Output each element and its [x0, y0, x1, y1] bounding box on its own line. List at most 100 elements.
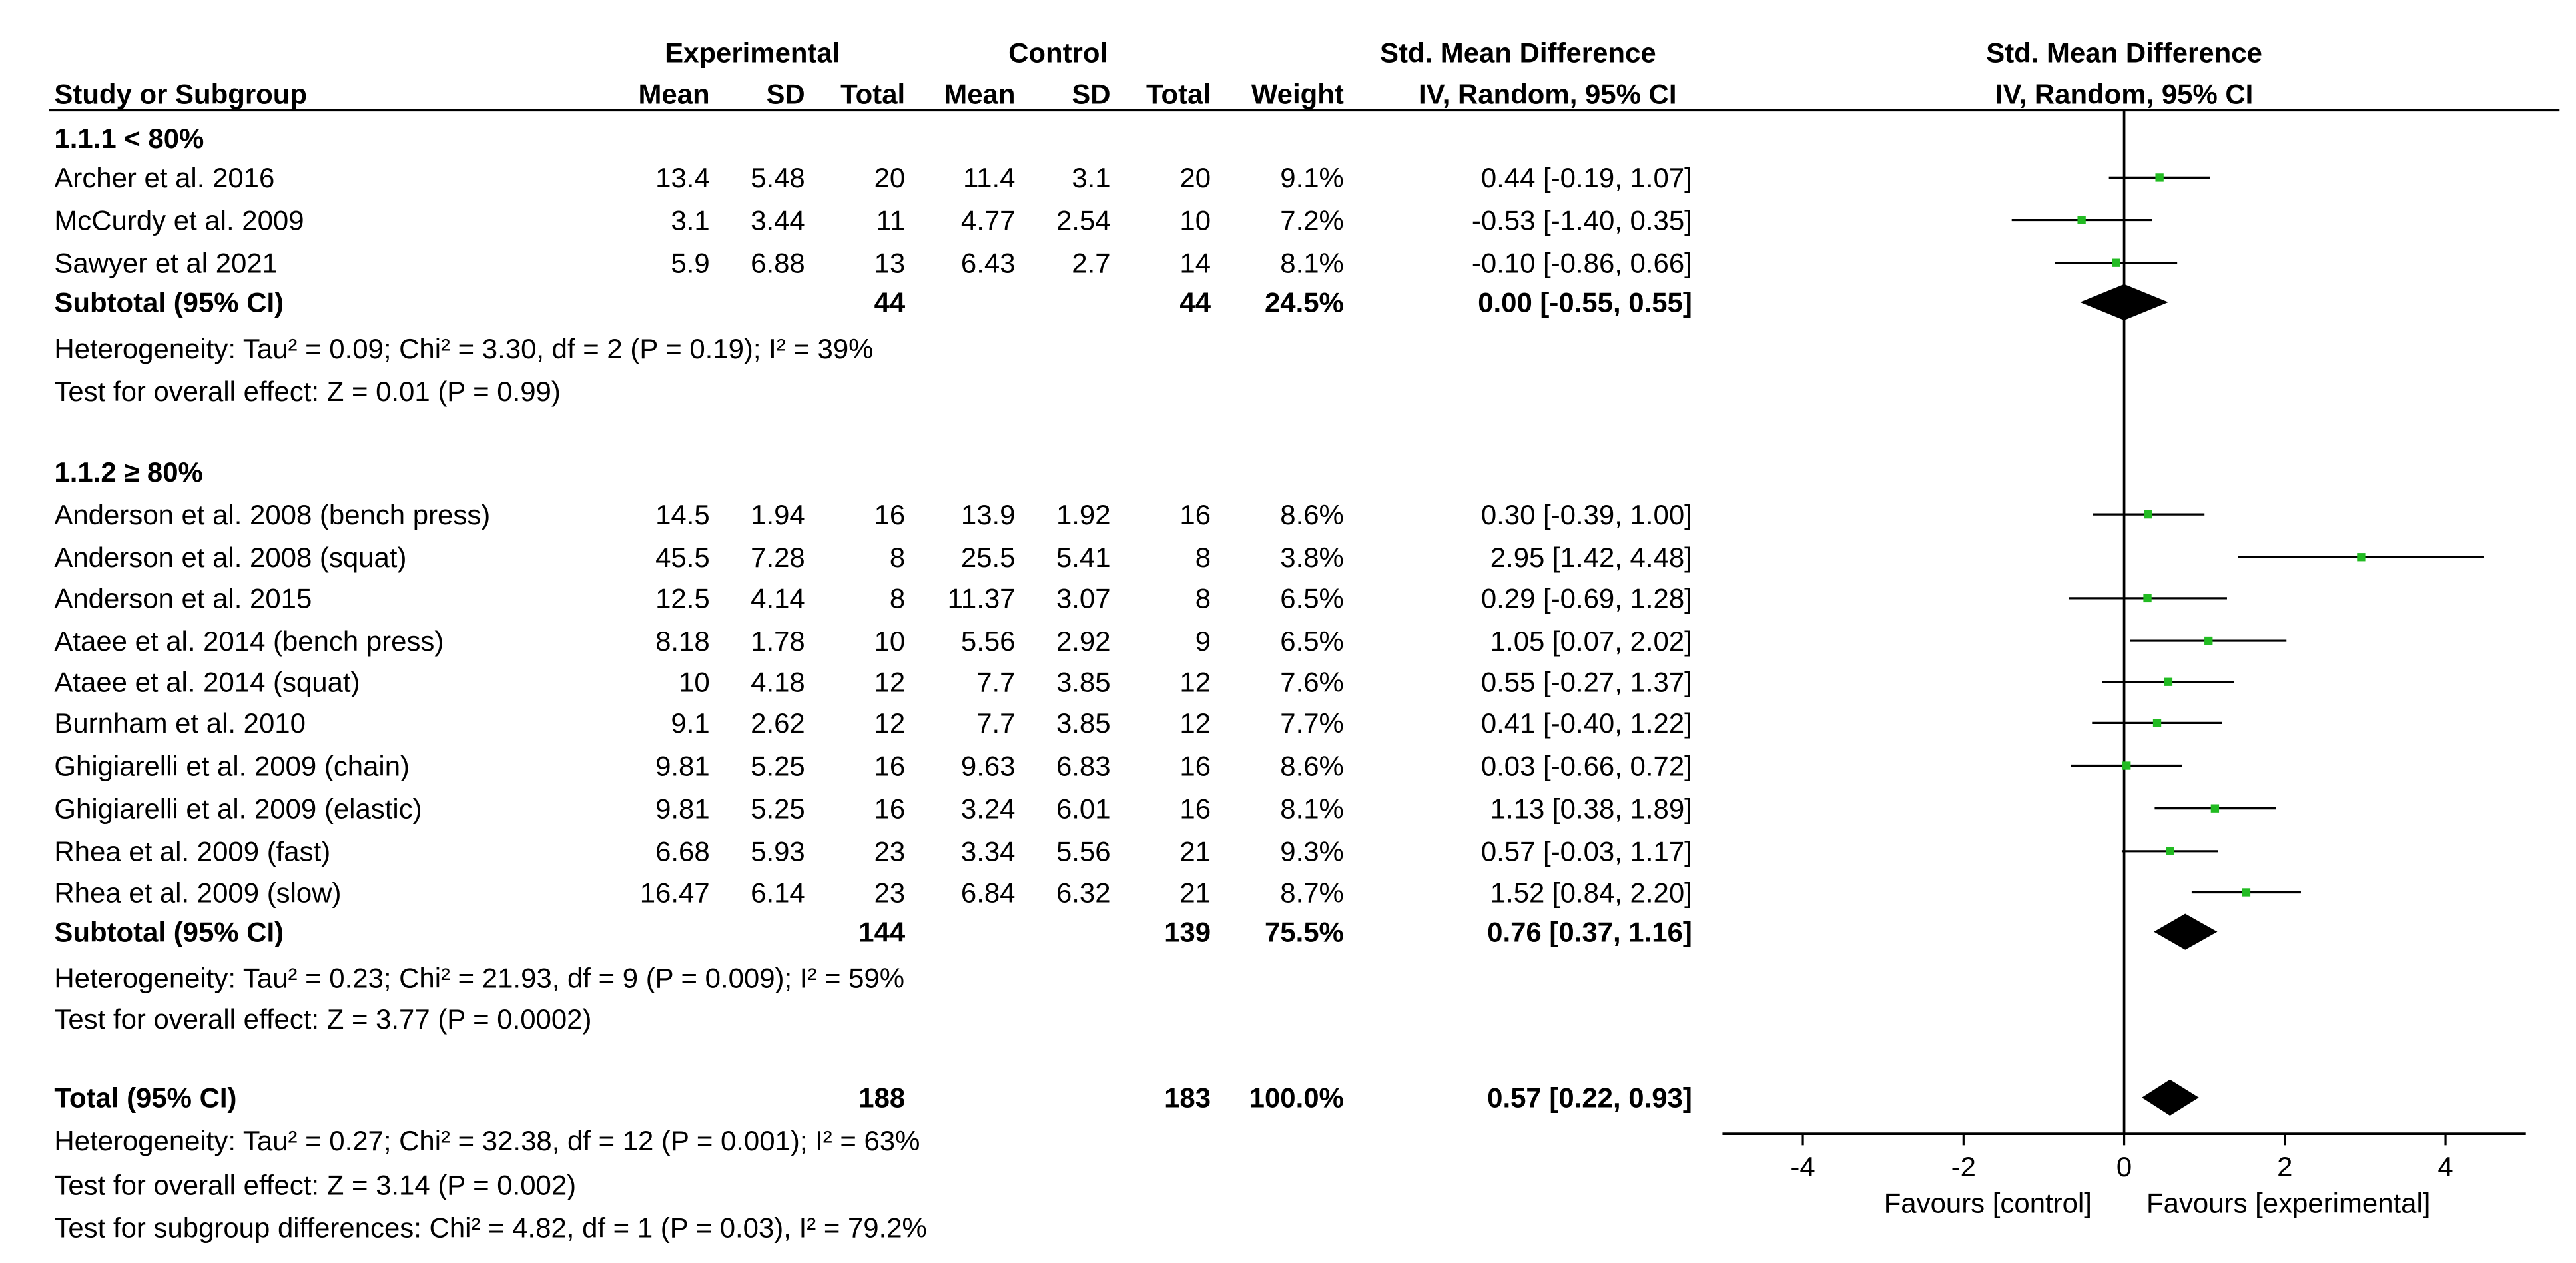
weight-header: Weight	[1251, 78, 1344, 109]
subgroup-label: 1.1.2 ≥ 80%	[54, 456, 202, 488]
ctl-sd: 6.32	[1056, 877, 1111, 908]
study-name: Ataee et al. 2014 (squat)	[54, 667, 360, 698]
study-name: Anderson et al. 2008 (squat)	[54, 542, 406, 573]
summary-exp-total: 144	[858, 916, 906, 947]
study-ci: 0.41 [-0.40, 1.22]	[1481, 707, 1692, 739]
exp-total: 12	[874, 707, 906, 739]
exp-sd: 4.18	[751, 667, 805, 698]
exp-total: 16	[874, 750, 906, 781]
ctl-total: 21	[1179, 877, 1211, 908]
favours-control-label: Favours [control]	[1884, 1187, 2092, 1218]
summary-weight: 75.5%	[1265, 916, 1344, 947]
study-ci: 1.13 [0.38, 1.89]	[1490, 793, 1692, 824]
effect-point	[2143, 594, 2152, 603]
effect-point	[2155, 173, 2164, 182]
exp-sd: 5.48	[751, 162, 805, 193]
exp-sd: 4.14	[751, 583, 805, 614]
exp-total: 8	[890, 542, 905, 573]
smd-header: Std. Mean Difference	[1380, 37, 1656, 69]
study-col-header: Study or Subgroup	[54, 78, 307, 109]
ctl-mean: 11.4	[963, 162, 1015, 193]
exp-mean: 9.1	[671, 707, 709, 739]
study-weight: 8.1%	[1280, 793, 1344, 824]
study-weight: 6.5%	[1280, 626, 1344, 657]
study-name: Ghigiarelli et al. 2009 (chain)	[54, 750, 410, 781]
summary-label: Subtotal (95% CI)	[54, 916, 284, 947]
study-weight: 8.1%	[1280, 247, 1344, 278]
ctl-sd-header: SD	[1072, 78, 1110, 109]
exp-total: 12	[874, 667, 906, 698]
total-heterogeneity: Heterogeneity: Tau² = 0.27; Chi² = 32.38…	[54, 1125, 920, 1156]
ctl-total: 20	[1179, 162, 1211, 193]
ctl-total: 16	[1179, 499, 1211, 530]
effect-point	[2144, 510, 2152, 519]
study-name: Rhea et al. 2009 (slow)	[54, 877, 341, 908]
exp-mean: 5.9	[671, 247, 709, 278]
control-header: Control	[1008, 37, 1108, 69]
exp-total: 8	[890, 583, 905, 614]
exp-mean: 13.4	[655, 162, 710, 193]
ctl-mean: 3.24	[961, 793, 1016, 824]
ctl-total-header: Total	[1146, 78, 1211, 109]
study-ci: 0.55 [-0.27, 1.37]	[1481, 667, 1692, 698]
exp-total: 16	[874, 499, 906, 530]
x-tick-label: 4	[2437, 1151, 2453, 1182]
ctl-mean-header: Mean	[944, 78, 1015, 109]
exp-sd: 5.93	[751, 836, 805, 867]
study-ci: 2.95 [1.42, 4.48]	[1490, 542, 1692, 573]
effect-point	[2166, 847, 2174, 855]
ctl-mean: 7.7	[976, 707, 1015, 739]
study-weight: 7.7%	[1280, 707, 1344, 739]
exp-mean: 14.5	[655, 499, 710, 530]
ctl-mean: 25.5	[961, 542, 1016, 573]
summary-diamond	[2142, 1079, 2199, 1116]
effect-point	[2357, 553, 2366, 562]
exp-sd: 5.25	[751, 793, 805, 824]
summary-weight: 24.5%	[1265, 287, 1344, 318]
exp-total-header: Total	[840, 78, 905, 109]
ctl-sd: 3.1	[1072, 162, 1110, 193]
ctl-sd: 6.01	[1056, 793, 1111, 824]
ctl-sd: 2.92	[1056, 626, 1111, 657]
exp-total: 20	[874, 162, 906, 193]
summary-ci: 0.76 [0.37, 1.16]	[1487, 916, 1692, 947]
ctl-mean: 3.34	[961, 836, 1016, 867]
exp-sd: 2.62	[751, 707, 805, 739]
exp-mean: 9.81	[655, 750, 710, 781]
ctl-sd: 6.83	[1056, 750, 1111, 781]
study-weight: 8.6%	[1280, 750, 1344, 781]
summary-ctl-total: 139	[1164, 916, 1211, 947]
ctl-mean: 9.63	[961, 750, 1016, 781]
effect-point	[2112, 258, 2120, 267]
exp-mean: 8.18	[655, 626, 710, 657]
study-name: Archer et al. 2016	[54, 162, 274, 193]
study-name: Burnham et al. 2010	[54, 707, 306, 739]
summary-diamond	[2154, 913, 2218, 950]
study-ci: -0.10 [-0.86, 0.66]	[1472, 247, 1692, 278]
ctl-mean: 4.77	[961, 205, 1016, 236]
ctl-mean: 6.43	[961, 247, 1016, 278]
ctl-sd: 3.85	[1056, 667, 1111, 698]
exp-mean: 16.47	[640, 877, 710, 908]
summary-ci: 0.57 [0.22, 0.93]	[1487, 1082, 1692, 1114]
study-ci: 0.03 [-0.66, 0.72]	[1481, 750, 1692, 781]
subgroup-overall-effect: Test for overall effect: Z = 0.01 (P = 0…	[54, 376, 560, 407]
study-ci: 1.52 [0.84, 2.20]	[1490, 877, 1692, 908]
exp-total: 13	[874, 247, 906, 278]
ctl-mean: 13.9	[961, 499, 1016, 530]
ctl-total: 8	[1195, 583, 1211, 614]
exp-sd: 7.28	[751, 542, 805, 573]
exp-total: 11	[876, 205, 906, 236]
summary-exp-total: 188	[858, 1082, 905, 1114]
plot-header: Std. Mean Difference	[1986, 37, 2262, 69]
effect-point	[2077, 216, 2086, 224]
subgroup-overall-effect: Test for overall effect: Z = 3.77 (P = 0…	[54, 1003, 591, 1035]
ctl-sd: 2.54	[1056, 205, 1111, 236]
exp-total: 23	[874, 836, 906, 867]
summary-ctl-total: 183	[1164, 1082, 1211, 1114]
exp-sd: 1.78	[751, 626, 805, 657]
ctl-mean: 5.56	[961, 626, 1016, 657]
ctl-sd: 5.41	[1056, 542, 1111, 573]
